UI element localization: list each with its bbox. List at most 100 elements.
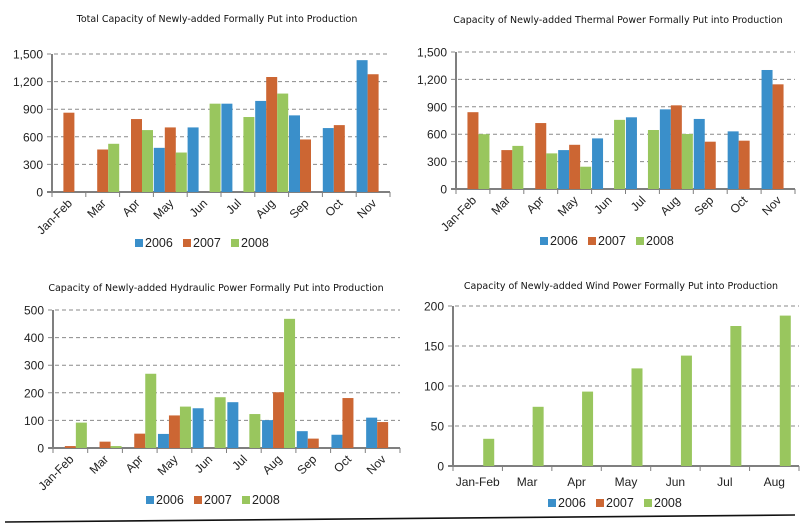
bar-2008-jan-feb [75, 422, 87, 448]
y-tick-label: 0 [37, 442, 44, 456]
y-tick-label: 100 [24, 414, 44, 428]
x-tick-label: Apr [524, 193, 547, 216]
y-tick-label: 900 [427, 100, 447, 114]
x-tick-label: Nov [354, 196, 379, 221]
bar-2008-may [631, 368, 643, 466]
bar-2008-jul [647, 129, 659, 189]
y-tick-label: 200 [424, 300, 444, 314]
y-tick-label: 150 [424, 340, 444, 354]
legend-label-2008: 2008 [252, 493, 280, 507]
bar-2008-apr [142, 130, 153, 192]
legend-label-2007: 2007 [204, 493, 232, 507]
y-tick-label: 1,500 [417, 46, 447, 60]
x-tick-label: Oct [727, 193, 751, 217]
bar-2007-jan-feb [64, 446, 76, 448]
legend-swatch-2007 [194, 496, 202, 504]
bar-2008-aug [779, 315, 791, 466]
legend: 2006 2007 2008 [135, 236, 269, 250]
bar-2006-may [153, 147, 165, 192]
legend-swatch-2008 [636, 237, 644, 245]
bar-2007-mar [99, 441, 111, 448]
legend-swatch-2006 [540, 237, 548, 245]
x-tick-label: Jan-Feb [456, 475, 500, 489]
y-tick-label: 900 [23, 103, 43, 117]
x-tick-label: Mar [517, 475, 538, 489]
bar-2007-aug [266, 77, 278, 192]
x-tick-label: Sep [691, 193, 716, 218]
legend-label-2008: 2008 [241, 236, 269, 250]
x-tick-label: Aug [657, 193, 682, 218]
bar-2008-jun [680, 355, 692, 466]
legend: 2006 2007 2008 [540, 234, 674, 248]
bar-2007-nov [772, 84, 784, 189]
bar-2006-jul [625, 117, 637, 189]
bar-2006-jul [221, 103, 233, 192]
x-tick-label: Mar [488, 193, 513, 218]
x-tick-label: Oct [331, 452, 355, 476]
y-tick-label: 100 [424, 380, 444, 394]
x-tick-label: Nov [364, 452, 389, 477]
y-tick-label: 1,200 [13, 75, 43, 89]
bar-2006-jun [192, 408, 204, 448]
bar-2008-jun [214, 397, 226, 448]
legend-label-2006: 2006 [156, 493, 184, 507]
y-tick-label: 200 [24, 386, 44, 400]
legend-swatch-2007 [596, 499, 604, 507]
bar-2007-sep [704, 141, 716, 189]
x-tick-label: Jun [192, 452, 216, 476]
legend-swatch-2006 [548, 499, 556, 507]
y-tick-label: 50 [431, 420, 445, 434]
bar-2006-aug [255, 100, 267, 192]
legend: 2006 2007 2008 [548, 496, 682, 510]
y-tick-label: 0 [36, 186, 43, 200]
x-tick-label: Sep [294, 452, 319, 477]
x-tick-label: Aug [253, 196, 278, 221]
bar-2006-sep [693, 118, 705, 189]
y-tick-label: 600 [23, 130, 43, 144]
bar-2006-nov [761, 69, 773, 189]
legend-label-2006: 2006 [145, 236, 173, 250]
bar-2008-aug [277, 93, 289, 192]
bar-2008-jun [209, 103, 221, 192]
x-tick-label: Apr [567, 475, 586, 489]
y-tick-label: 300 [24, 359, 44, 373]
bar-2008-may [179, 406, 191, 448]
bar-2006-jun [592, 138, 604, 189]
chart-title: Capacity of Newly-added Hydraulic Power … [48, 283, 383, 294]
bar-2008-jul [249, 414, 261, 448]
legend-label-2007: 2007 [598, 234, 626, 248]
bar-2007-jan-feb [63, 112, 75, 192]
y-tick-label: 400 [24, 331, 44, 345]
bar-2006-jun [187, 127, 199, 192]
bar-2006-jul [227, 402, 239, 448]
bar-2006-sep [289, 115, 300, 192]
legend-swatch-2008 [231, 239, 239, 247]
y-tick-label: 300 [427, 155, 447, 169]
bar-2008-apr [582, 391, 594, 466]
legend-label-2006: 2006 [550, 234, 578, 248]
legend-swatch-2007 [183, 239, 191, 247]
legend-label-2006: 2006 [558, 496, 586, 510]
chart-hydraulic-power: Capacity of Newly-added Hydraulic Power … [24, 283, 401, 507]
x-tick-label: May [615, 475, 638, 489]
bar-2007-may [164, 127, 176, 192]
y-tick-label: 0 [437, 460, 444, 474]
bar-2007-apr [131, 119, 142, 192]
bar-2006-aug [659, 109, 671, 189]
bar-2008-may [580, 166, 592, 189]
bar-2008-aug [681, 134, 693, 189]
bar-2008-apr [145, 373, 157, 448]
bar-2006-may [558, 150, 570, 189]
y-tick-label: 600 [427, 128, 447, 142]
bar-2008-mar [512, 145, 524, 189]
bar-2006-may [157, 433, 169, 448]
legend-swatch-2006 [146, 496, 154, 504]
bar-2007-mar [97, 149, 109, 192]
bar-2007-aug [670, 105, 682, 189]
bar-2007-apr [535, 123, 547, 189]
x-tick-label: Sep [287, 196, 312, 221]
bar-2008-jun [614, 119, 626, 189]
x-tick-label: Jul [229, 452, 250, 473]
legend-swatch-2008 [644, 499, 652, 507]
bar-2008-mar [110, 446, 122, 448]
